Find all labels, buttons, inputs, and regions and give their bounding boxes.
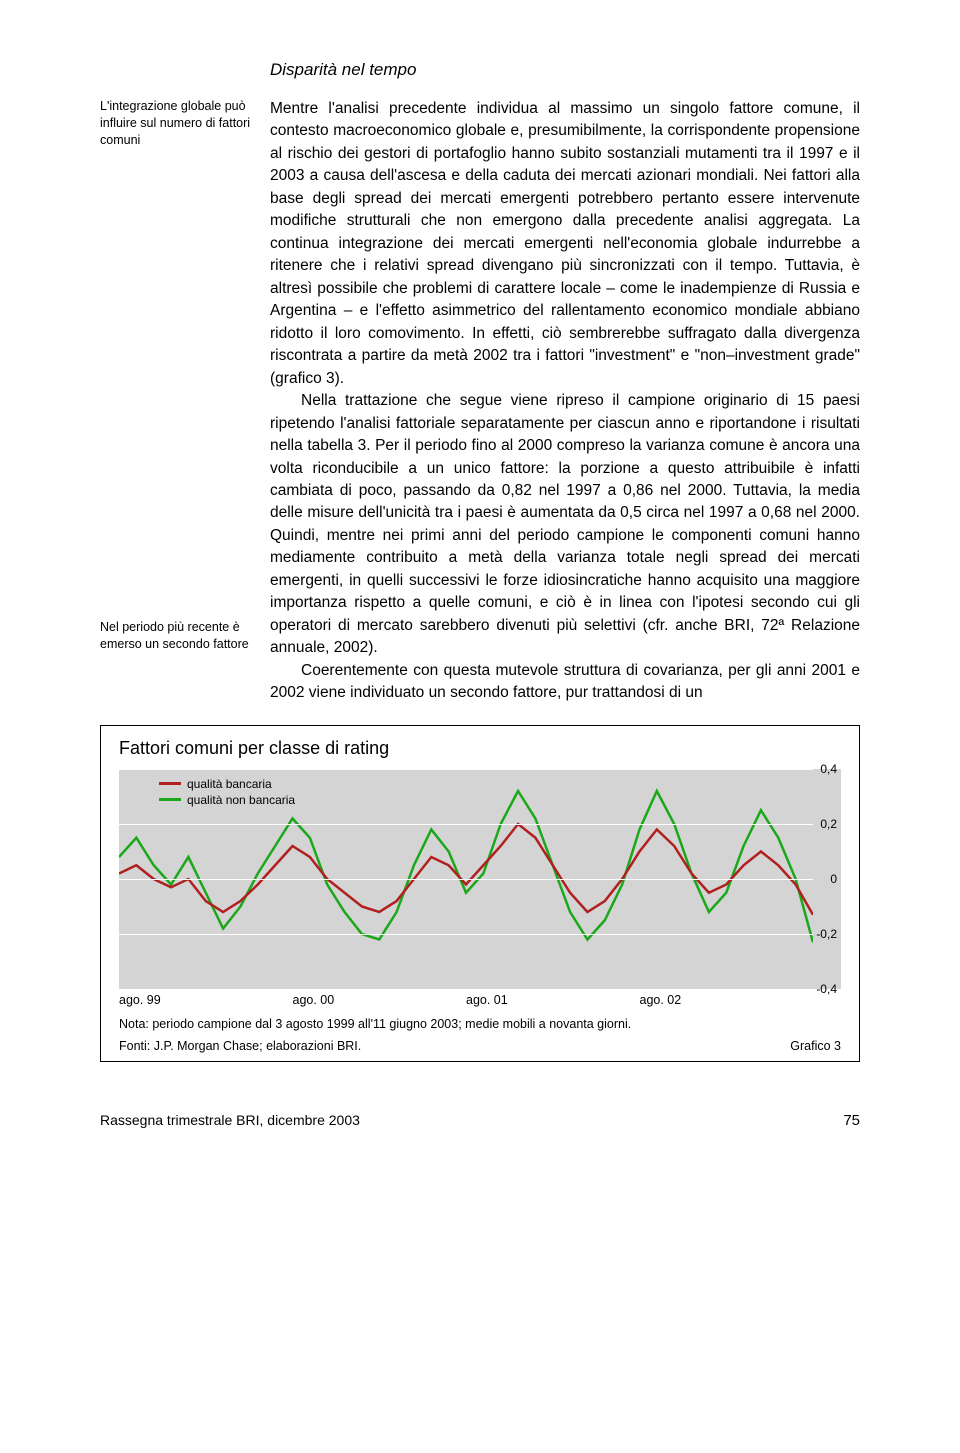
chart-title: Fattori comuni per classe di rating (119, 738, 841, 759)
page: Disparità nel tempo L'integrazione globa… (0, 0, 960, 1169)
body-text: Mentre l'analisi precedente individua al… (270, 98, 860, 705)
paragraph-2: Nella trattazione che segue viene ripres… (270, 390, 860, 660)
gridline (119, 989, 813, 990)
page-number: 75 (843, 1112, 860, 1129)
footer-publication: Rassegna trimestrale BRI, dicembre 2003 (100, 1112, 360, 1128)
chart-container: Fattori comuni per classe di rating qual… (100, 725, 860, 1062)
content-row: L'integrazione globale può influire sul … (100, 98, 860, 705)
paragraph-3: Coerentemente con questa mutevole strutt… (270, 660, 860, 705)
chart-note: Nota: periodo campione dal 3 agosto 1999… (119, 1017, 841, 1031)
gridline (119, 769, 813, 770)
chart-sources: Fonti: J.P. Morgan Chase; elaborazioni B… (119, 1039, 361, 1053)
y-tick-label: 0 (830, 872, 837, 886)
chart-line (119, 824, 813, 915)
section-title: Disparità nel tempo (270, 60, 860, 80)
chart-footer: Fonti: J.P. Morgan Chase; elaborazioni B… (119, 1039, 841, 1053)
gridline (119, 934, 813, 935)
margin-note-1: L'integrazione globale può influire sul … (100, 98, 255, 149)
gridline (119, 879, 813, 880)
y-tick-label: -0,4 (816, 982, 837, 996)
y-tick-label: -0,2 (816, 927, 837, 941)
body-column: Mentre l'analisi precedente individua al… (270, 98, 860, 705)
x-tick-label: ago. 02 (640, 993, 814, 1007)
x-tick-label: ago. 01 (466, 993, 640, 1007)
paragraph-1: Mentre l'analisi precedente individua al… (270, 100, 860, 387)
x-axis-labels: ago. 99ago. 00ago. 01ago. 02 (119, 993, 841, 1007)
chart-plot-area: qualità bancaria qualità non bancaria 0,… (119, 769, 841, 989)
y-tick-label: 0,4 (820, 762, 837, 776)
page-footer: Rassegna trimestrale BRI, dicembre 2003 … (100, 1112, 860, 1129)
chart-label: Grafico 3 (790, 1039, 841, 1053)
x-tick-label: ago. 00 (293, 993, 467, 1007)
gridline (119, 824, 813, 825)
y-tick-label: 0,2 (820, 817, 837, 831)
margin-column: L'integrazione globale può influire sul … (100, 98, 270, 652)
x-tick-label: ago. 99 (119, 993, 293, 1007)
chart-line (119, 791, 813, 942)
margin-note-2: Nel periodo più recente è emerso un seco… (100, 619, 255, 653)
